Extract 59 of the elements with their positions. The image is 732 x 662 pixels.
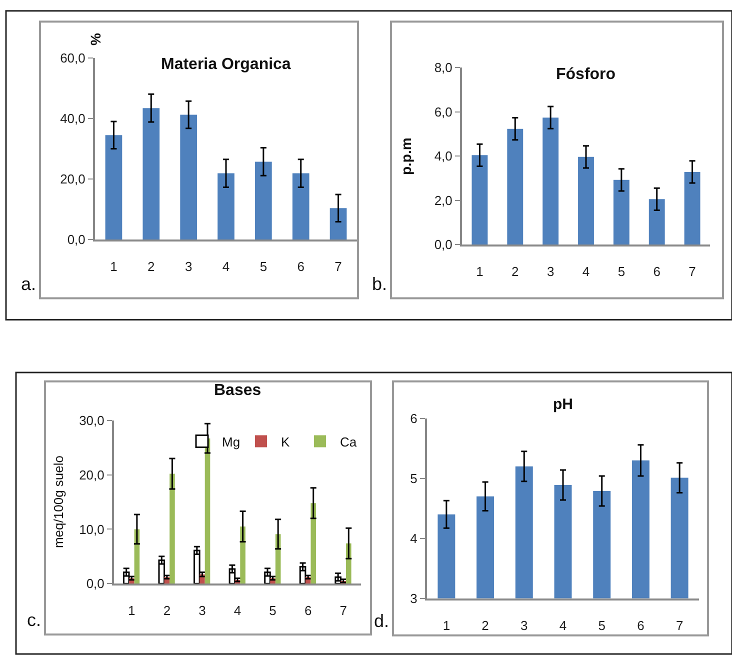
x-tick-label: 3 — [184, 259, 192, 274]
x-tick-label: 2 — [512, 264, 519, 280]
x-tick-label: 7 — [676, 618, 684, 633]
y-tick-label: 2,0 — [434, 192, 452, 208]
x-tick-label: 4 — [222, 259, 230, 274]
x-tick-label: 1 — [442, 618, 450, 633]
chart-title: Bases — [214, 382, 262, 399]
x-tick-label: 6 — [637, 618, 644, 633]
x-tick-label: 5 — [598, 618, 606, 633]
y-tick-label: 0,0 — [86, 576, 104, 592]
legend-label: Ca — [340, 434, 358, 450]
y-tick-label: 4 — [410, 530, 418, 546]
chart-title: Fósforo — [556, 66, 616, 83]
y-tick-label: 6,0 — [434, 104, 452, 120]
y-tick-label: 10,0 — [79, 522, 104, 537]
y-tick-label: 6 — [410, 411, 418, 426]
x-tick-label: 1 — [128, 603, 136, 618]
text: b. — [372, 274, 388, 294]
x-tick-label: 2 — [482, 618, 489, 633]
x-tick-label: 1 — [110, 259, 118, 274]
text: d. — [374, 611, 390, 631]
x-tick-label: 6 — [297, 259, 304, 274]
x-tick-label: 4 — [559, 618, 567, 633]
legend-label: K — [281, 434, 290, 450]
x-tick-label: 5 — [260, 259, 268, 274]
text: a. — [21, 274, 36, 294]
y-tick-label: 5 — [410, 470, 418, 486]
chart-title: Materia Organica — [161, 56, 291, 73]
x-tick-label: 6 — [653, 264, 660, 280]
text: c. — [27, 610, 42, 630]
y-tick-label: 20,0 — [79, 467, 104, 482]
x-tick-label: 4 — [234, 603, 242, 618]
y-tick-label: 30,0 — [79, 412, 104, 428]
x-tick-label: 1 — [476, 264, 484, 280]
x-tick-label: 7 — [334, 259, 342, 274]
x-tick-label: 7 — [688, 264, 696, 280]
y-axis-title: p.p.m — [398, 138, 414, 176]
y-tick-label: 20,0 — [60, 172, 86, 187]
x-tick-label: 7 — [340, 603, 347, 618]
x-tick-label: 6 — [304, 603, 312, 618]
legend-label: Mg — [222, 434, 240, 450]
y-tick-label: 4,0 — [434, 148, 452, 164]
x-tick-label: 2 — [163, 603, 171, 618]
x-tick-label: 3 — [520, 618, 528, 633]
x-tick-label: 3 — [198, 603, 206, 618]
x-tick-label: 5 — [269, 603, 276, 618]
x-tick-label: 3 — [546, 264, 554, 280]
x-tick-label: 5 — [618, 264, 626, 280]
y-tick-label: 60,0 — [60, 50, 86, 66]
x-tick-label: 2 — [148, 259, 155, 274]
x-tick-label: 4 — [582, 264, 590, 280]
y-tick-label: 40,0 — [60, 110, 86, 126]
y-axis-title: % — [87, 32, 104, 46]
y-tick-label: 0,0 — [434, 237, 452, 252]
y-tick-label: 3 — [410, 590, 418, 606]
y-tick-label: 8,0 — [434, 60, 452, 76]
y-axis-title: meq/100g suelo — [50, 456, 66, 548]
chart-title: pH — [553, 396, 573, 413]
y-tick-label: 0,0 — [67, 232, 86, 248]
